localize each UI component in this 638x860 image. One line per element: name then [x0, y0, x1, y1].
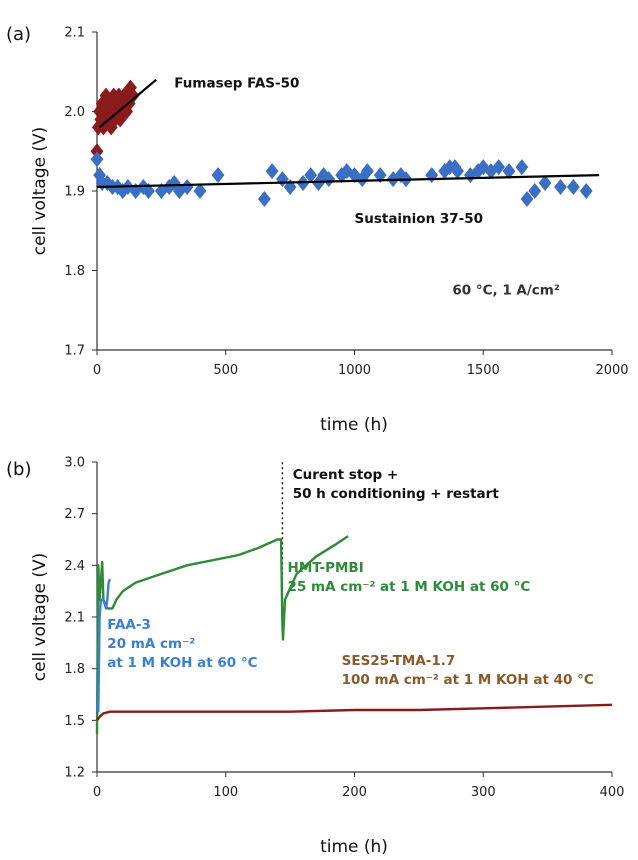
data-point: [463, 167, 477, 184]
data-point: [193, 183, 207, 199]
annotation-line: 50 h conditioning + restart: [293, 486, 500, 502]
y-tick-label: 1.8: [64, 662, 85, 677]
data-point: [476, 159, 490, 176]
y-tick-label: 2.1: [64, 611, 85, 626]
x-tick-label: 2000: [595, 363, 628, 378]
data-point: [104, 119, 118, 136]
y-tick-label: 1.2: [64, 766, 85, 781]
y-tick-label: 3.0: [64, 456, 85, 471]
data-point: [438, 163, 452, 180]
annotation: SES25-TMA-1.7 100 mA cm⁻² at 1 M KOH at 4…: [342, 653, 594, 688]
y-tick-label: 1.8: [64, 264, 85, 279]
x-tick-label: 1500: [467, 363, 500, 378]
annotation-line: 100 mA cm⁻² at 1 M KOH at 40 °C: [342, 672, 594, 688]
data-point: [304, 167, 318, 184]
data-point: [335, 167, 349, 184]
data-point: [451, 163, 464, 180]
x-axis-label: time (h): [320, 837, 388, 857]
data-point: [173, 183, 186, 199]
data-point: [528, 183, 542, 199]
x-tick-label: 0: [93, 363, 101, 378]
data-point: [554, 179, 567, 196]
data-point: [283, 179, 297, 196]
data-point: [538, 175, 552, 192]
annotation: HMT-PMBI 25 mA cm⁻² at 1 M KOH at 60 °C: [288, 560, 531, 595]
data-point: [373, 167, 387, 184]
annotation: Curent stop + 50 h conditioning + restart: [293, 467, 500, 502]
y-tick-label: 2.4: [64, 559, 85, 574]
y-tick-label: 1.7: [64, 344, 85, 359]
data-point: [515, 159, 529, 176]
x-tick-label: 300: [471, 785, 496, 800]
panel-label: (a): [6, 24, 31, 45]
y-axis-label: cell voltage (V): [30, 127, 50, 255]
data-point: [492, 159, 506, 176]
data-point: [180, 179, 194, 196]
annotation-line: HMT-PMBI: [288, 560, 364, 576]
data-point: [348, 167, 361, 184]
y-axis-label: cell voltage (V): [30, 553, 50, 681]
data-point: [126, 87, 140, 104]
annotation: FAA-3 20 mA cm⁻² at 1 M KOH at 60 °C: [107, 617, 257, 671]
x-tick-label: 400: [600, 785, 625, 800]
data-point: [211, 167, 225, 184]
annotation-line: at 1 M KOH at 60 °C: [107, 655, 257, 671]
x-tick-label: 500: [213, 363, 238, 378]
data-point: [566, 179, 580, 196]
annotation-line: 25 mA cm⁻² at 1 M KOH at 60 °C: [288, 579, 531, 595]
y-tick-label: 2.0: [64, 105, 85, 120]
data-point: [425, 167, 439, 184]
x-tick-label: 200: [342, 785, 367, 800]
data-point: [502, 163, 516, 180]
annotation-line: SES25-TMA-1.7: [342, 653, 456, 669]
y-tick-label: 2.7: [64, 507, 85, 522]
data-point: [579, 183, 593, 199]
chart-a: (a) 1.7 1.8 1.9 2.0 2.1 0 500 1000 1500 2000 time (…: [6, 24, 629, 435]
series-hmt-pmbi: [95, 535, 349, 735]
y-tick-label: 1.5: [64, 714, 85, 729]
annotation: Sustainion 37-50: [355, 211, 484, 227]
panel-label: (b): [6, 459, 31, 480]
x-tick-label: 100: [213, 785, 238, 800]
annotation-line: FAA-3: [107, 617, 151, 633]
data-point: [93, 167, 106, 184]
data-point: [142, 183, 155, 199]
series-fumasep-fas-50: [90, 78, 157, 160]
data-point: [90, 151, 104, 168]
data-point: [95, 95, 109, 112]
data-point: [257, 190, 271, 207]
annotation-line: 20 mA cm⁻²: [107, 636, 195, 652]
data-point: [99, 87, 113, 104]
x-tick-label: 1000: [338, 363, 371, 378]
trend-line: [98, 78, 157, 129]
trend-line: [96, 174, 600, 189]
data-point: [360, 163, 374, 180]
series-ses25-tma-1-7: [96, 703, 613, 722]
y-tick-label: 2.1: [64, 26, 85, 41]
x-tick-label: 0: [93, 785, 101, 800]
chart-b: (b) 1.2 1.5 1.8 2.1 2.4 2.7 3.0 0 100 200 300 400 tim…: [6, 456, 624, 858]
x-axis-label: time (h): [320, 415, 388, 435]
data-point: [265, 163, 279, 180]
data-point: [520, 190, 534, 207]
data-point: [322, 171, 336, 188]
annotation-line: Curent stop +: [293, 467, 399, 483]
series-faa-3: [95, 578, 112, 713]
series-sustainion-37-50: [90, 151, 600, 207]
annotation: Fumasep FAS-50: [174, 76, 299, 92]
annotation: 60 °C, 1 A/cm²: [452, 282, 560, 298]
y-tick-label: 1.9: [64, 185, 85, 200]
